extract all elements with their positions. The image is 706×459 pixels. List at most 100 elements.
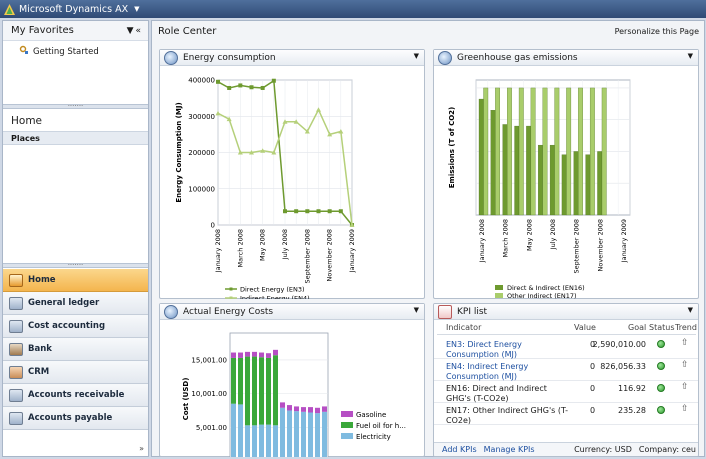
x-tick-label: March 2008 [502,219,510,257]
kpi-row: EN4: Indirect Energy Consumption (MJ) 0 82… [434,359,698,381]
part-menu-icon[interactable]: ▼ [413,306,419,314]
bar [561,154,567,216]
data-point [216,79,220,84]
bar [526,125,532,216]
data-point [260,85,265,90]
bar-segment [315,413,320,457]
bar-segment [266,357,271,425]
app-menu-chevron-icon[interactable]: ▼ [134,5,140,13]
bar-segment [231,403,236,457]
collapse-pane-icon[interactable]: « [135,25,143,36]
part-menu-icon[interactable]: ▼ [413,52,419,60]
part-menu-icon[interactable]: ▼ [687,306,693,314]
x-tick-label: November 2008 [326,229,334,281]
bar [490,110,496,216]
bar-segment [280,402,285,408]
energy-consumption-part: Energy consumption ▼ 0 100000 200000 300000… [159,49,425,299]
data-point [316,107,321,112]
favorites-dropdown-icon[interactable]: ▼ [126,25,136,36]
bar-segment [301,411,306,457]
part-title: Energy consumption [183,52,276,63]
navigation-pane: My Favorites ▼« Getting Started ······· … [2,20,149,457]
costs-chart: 5,001.00 10,001.00 15,001.00 Cost (USD) Gaso… [182,332,406,457]
data-point [316,209,321,214]
bar-segment [287,410,292,457]
bar-segment [259,357,264,425]
legend-label: Fuel oil for h... [356,422,406,430]
kpi-header-value: Value [574,323,596,332]
data-point [327,131,333,137]
module-bank[interactable]: Bank [3,338,148,361]
status-ok-icon [657,340,665,348]
data-point [304,128,310,134]
places-section[interactable]: Places [3,131,148,145]
bar [585,154,591,216]
bar [554,87,560,216]
bar-segment [266,353,271,358]
kpi-indicator[interactable]: EN3: Direct Energy Consumption (MJ) [446,340,522,359]
bar [573,151,579,216]
bar [597,151,603,216]
data-point [283,209,287,214]
part-title: KPI list [457,306,488,317]
part-title: Actual Energy Costs [183,306,274,317]
chart-icon [164,305,178,319]
kpi-goal: 2,590,010.00 [592,340,646,349]
page-title: Role Center [158,26,217,37]
data-point [338,128,344,134]
bar-segment [273,349,278,356]
module-list: Home General ledger Cost accounting Bank… [3,269,148,430]
y-tick-label: 400000 [188,77,215,85]
module-accounts-payable[interactable]: Accounts payable [3,407,148,430]
x-tick-label: January 2009 [348,229,356,273]
y-axis-title: Cost (USD) [182,378,190,421]
bar-segment [259,352,264,358]
bar-segment [238,404,243,457]
plot-area [229,332,329,457]
bar-segment [273,425,278,457]
part-header: Greenhouse gas emissions ▼ [434,50,698,66]
kpi-value: 0 [590,362,596,371]
kpi-indicator[interactable]: EN4: Indirect Energy Consumption (MJ) [446,362,529,381]
ghg-chart: Direct & Indirect (EN16)Other Indirect (… [448,79,631,299]
kpi-list-part: KPI list ▼ Indicator Value Goal Status T… [433,303,699,457]
favorite-item[interactable]: Getting Started [3,41,148,58]
pane-splitter[interactable]: ······· [3,103,148,110]
data-point [227,85,232,90]
part-header: Actual Energy Costs ▼ [160,304,424,320]
module-splitter[interactable]: ······· [3,262,148,269]
bar [514,125,520,216]
bar [542,87,548,216]
favorite-item-label: Getting Started [33,46,99,57]
module-general-ledger[interactable]: General ledger [3,292,148,315]
module-accounts-receivable[interactable]: Accounts receivable [3,384,148,407]
add-kpis-link[interactable]: Add KPIs [442,445,477,454]
manage-kpis-link[interactable]: Manage KPIs [483,445,535,454]
y-tick-label: 300000 [188,113,215,121]
status-ok-icon [657,384,665,392]
legend-label: Gasoline [356,411,386,419]
x-tick-label: March 2008 [236,229,244,267]
module-home[interactable]: Home [3,269,148,292]
module-cost-accounting[interactable]: Cost accounting [3,315,148,338]
chart-icon [164,51,178,65]
legend-swatch [341,422,353,428]
more-modules-icon[interactable]: » [139,444,144,453]
kpi-row: EN16: Direct and Indirect GHG's (T-CO2e)… [434,381,698,403]
data-point [282,119,288,124]
personalize-link[interactable]: Personalize this Page [614,27,699,36]
data-point [293,119,299,124]
bar-segment [308,412,313,457]
kpi-header-goal: Goal [628,323,647,332]
part-menu-icon[interactable]: ▼ [687,52,693,60]
bar [549,144,555,216]
data-point [249,150,254,155]
x-tick-label: July 2008 [549,219,557,250]
bar-segment [238,352,243,358]
bar [538,144,543,216]
legend-marker [229,296,233,299]
y-tick-label: 100000 [188,185,215,193]
company-label: Company: ceu [638,445,696,454]
module-crm[interactable]: CRM [3,361,148,384]
legend-label: Indirect Energy (EN4) [240,295,310,300]
